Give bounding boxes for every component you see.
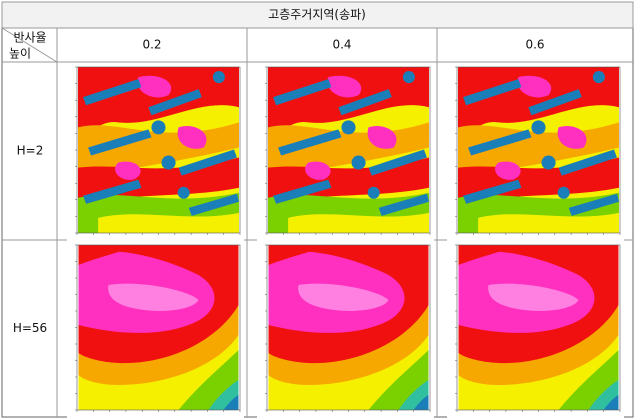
table-title: 고층주거지역(송파) [268,8,366,22]
contour-image [458,67,619,233]
title-cell [1,1,634,29]
corner-diagonal [1,27,58,63]
contour-image [268,67,429,233]
column-header: 0.6 [525,38,544,52]
row-header: H=2 [17,144,44,158]
row-header: H=56 [13,321,47,335]
contour-image [78,245,239,410]
corner-bottom: 높이 [9,47,31,61]
corner-top: 반사율 [13,31,46,45]
column-header: 0.2 [142,38,161,52]
contour-image [458,245,619,410]
column-header: 0.4 [332,38,351,52]
contour-image [268,245,429,410]
contour-image [78,67,239,233]
